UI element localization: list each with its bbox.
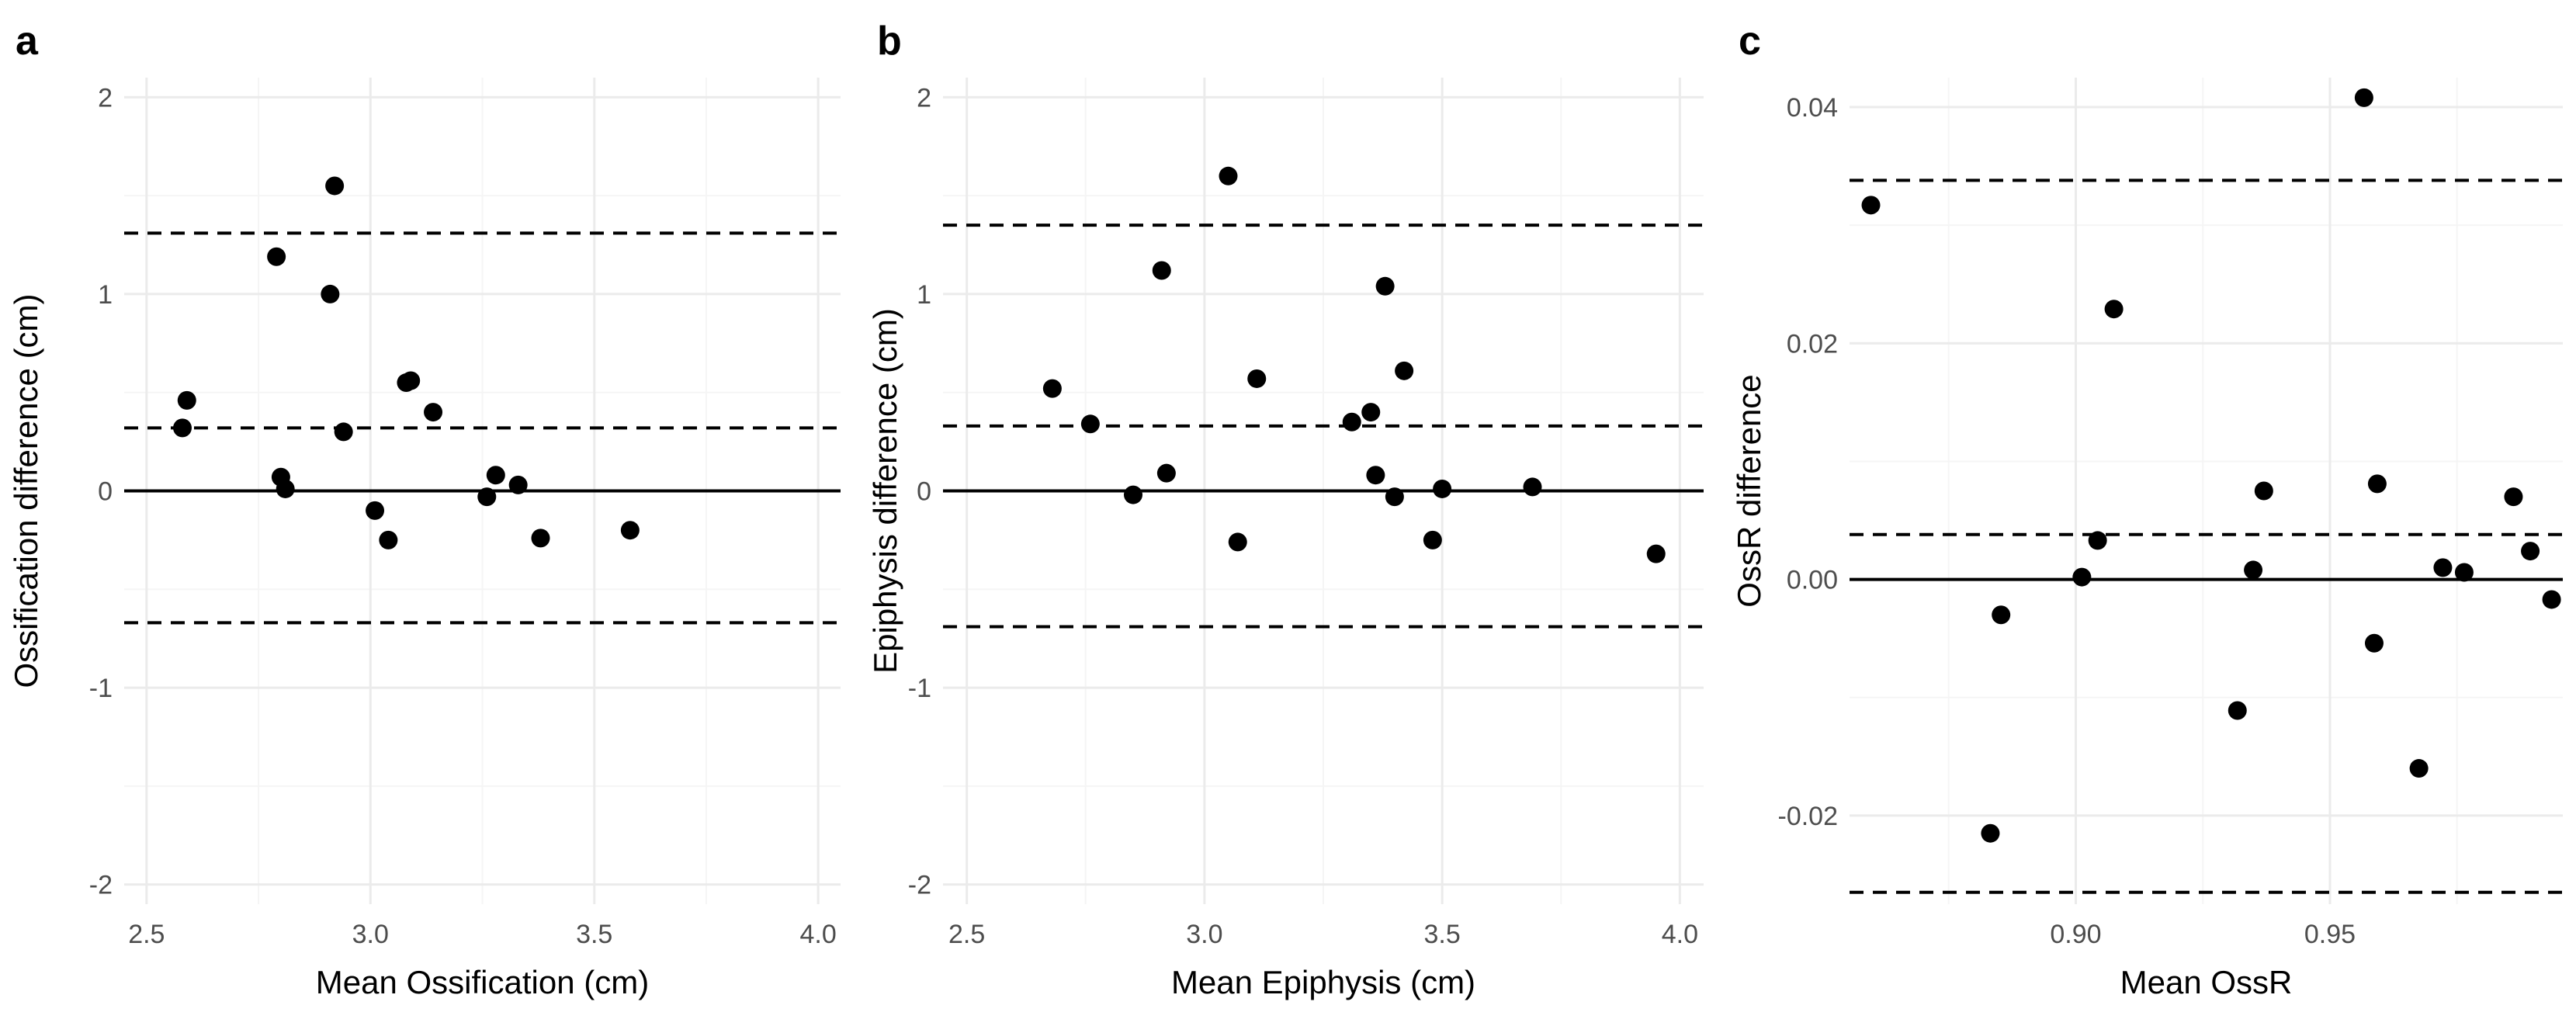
data-point: [486, 466, 505, 485]
x-tick-label: 0.90: [2050, 920, 2101, 949]
data-point: [2254, 481, 2273, 501]
data-point: [1080, 414, 1100, 434]
data-point: [2521, 542, 2540, 561]
data-point: [177, 390, 196, 410]
data-point: [1342, 412, 1361, 432]
data-point: [325, 176, 345, 196]
y-tick-label: -2: [908, 871, 931, 900]
data-point: [2364, 633, 2384, 653]
y-tick-label: 2: [98, 83, 113, 113]
data-point: [172, 418, 192, 438]
y-tick-label: 1: [98, 280, 113, 310]
y-tick-label: 0.04: [1787, 93, 1838, 123]
data-point: [1124, 485, 1142, 504]
panel-c: 0.90 0.95 -0.02 0.00 0.02 0.04 Mean OssR OssR d…: [1731, 19, 2563, 1000]
y-tick-label: 2: [917, 83, 931, 113]
data-point: [1247, 369, 1267, 388]
data-point: [1366, 466, 1385, 485]
x-tick-label: 2.5: [948, 920, 985, 949]
y-tick-label: -2: [89, 871, 113, 900]
x-axis-title: Mean Ossification (cm): [316, 964, 649, 1000]
data-point: [477, 487, 497, 507]
data-point: [1981, 823, 2000, 843]
x-tick-label: 3.5: [576, 920, 612, 949]
y-tick-label: 1: [917, 280, 931, 310]
data-point: [2228, 701, 2247, 720]
data-point: [1152, 261, 1171, 280]
y-tick-label: 0.00: [1787, 566, 1838, 595]
y-tick-label: 0.02: [1787, 329, 1838, 359]
data-point: [2104, 300, 2124, 319]
data-point: [1861, 196, 1881, 215]
data-point: [1385, 487, 1404, 507]
data-point: [2454, 563, 2474, 582]
panel-label: b: [877, 19, 902, 64]
data-point: [401, 371, 421, 390]
data-point: [1361, 403, 1381, 422]
y-axis-title: Epiphysis difference (cm): [867, 308, 903, 674]
data-point: [2433, 558, 2453, 577]
data-point: [1523, 477, 1542, 497]
panel-label: c: [1739, 19, 1761, 64]
data-point: [2367, 474, 2387, 494]
data-point: [379, 530, 398, 549]
x-tick-label: 0.95: [2304, 920, 2356, 949]
panel-label: a: [16, 19, 39, 64]
data-point: [366, 501, 385, 520]
data-point: [1646, 544, 1666, 563]
y-axis-title: Ossification difference (cm): [8, 293, 44, 688]
data-point: [2072, 567, 2092, 587]
data-point: [1395, 361, 1414, 380]
data-point: [1219, 166, 1238, 185]
data-point: [276, 479, 295, 498]
panel-b: 2.5 3.0 3.5 4.0 -2 -1 0 1 2 Mean Epiphysis (cm) Ep…: [867, 19, 1704, 1000]
data-point: [1423, 530, 1442, 549]
data-point: [2088, 531, 2107, 550]
data-point: [2244, 560, 2263, 580]
x-axis-title: Mean Epiphysis (cm): [1171, 964, 1475, 1000]
y-tick-label: -1: [908, 674, 931, 703]
x-axis-title: Mean OssR: [2120, 964, 2293, 1000]
x-tick-label: 3.0: [1186, 920, 1222, 949]
y-tick-label: 0: [917, 477, 931, 507]
data-point: [1375, 276, 1395, 296]
data-point: [1992, 605, 2011, 625]
data-point: [1156, 463, 1176, 483]
data-point: [321, 284, 340, 303]
data-point: [267, 247, 286, 266]
x-tick-label: 3.0: [352, 920, 389, 949]
data-point: [2409, 759, 2429, 778]
x-tick-label: 4.0: [800, 920, 837, 949]
data-point: [1433, 479, 1452, 498]
y-tick-label: 0: [98, 477, 113, 507]
y-tick-label: -1: [89, 674, 113, 703]
y-axis-title: OssR difference: [1731, 374, 1767, 607]
data-point: [2504, 487, 2523, 507]
x-tick-label: 3.5: [1423, 920, 1460, 949]
data-point: [334, 422, 353, 442]
data-point: [2354, 88, 2373, 107]
x-tick-label: 4.0: [1662, 920, 1698, 949]
data-point: [1042, 379, 1062, 398]
plots: 2.5 3.0 3.5 4.0 -2 -1 0 1 2 Mean Ossification (cm…: [8, 19, 2563, 1000]
data-point: [424, 403, 443, 422]
panel-a: 2.5 3.0 3.5 4.0 -2 -1 0 1 2 Mean Ossification (cm…: [8, 19, 841, 1000]
data-point: [620, 521, 640, 540]
data-point: [1228, 532, 1247, 552]
data-point: [508, 475, 528, 494]
y-tick-label: -0.02: [1778, 802, 1839, 831]
data-point: [2542, 590, 2561, 609]
data-point: [531, 529, 550, 548]
x-tick-label: 2.5: [128, 920, 165, 949]
